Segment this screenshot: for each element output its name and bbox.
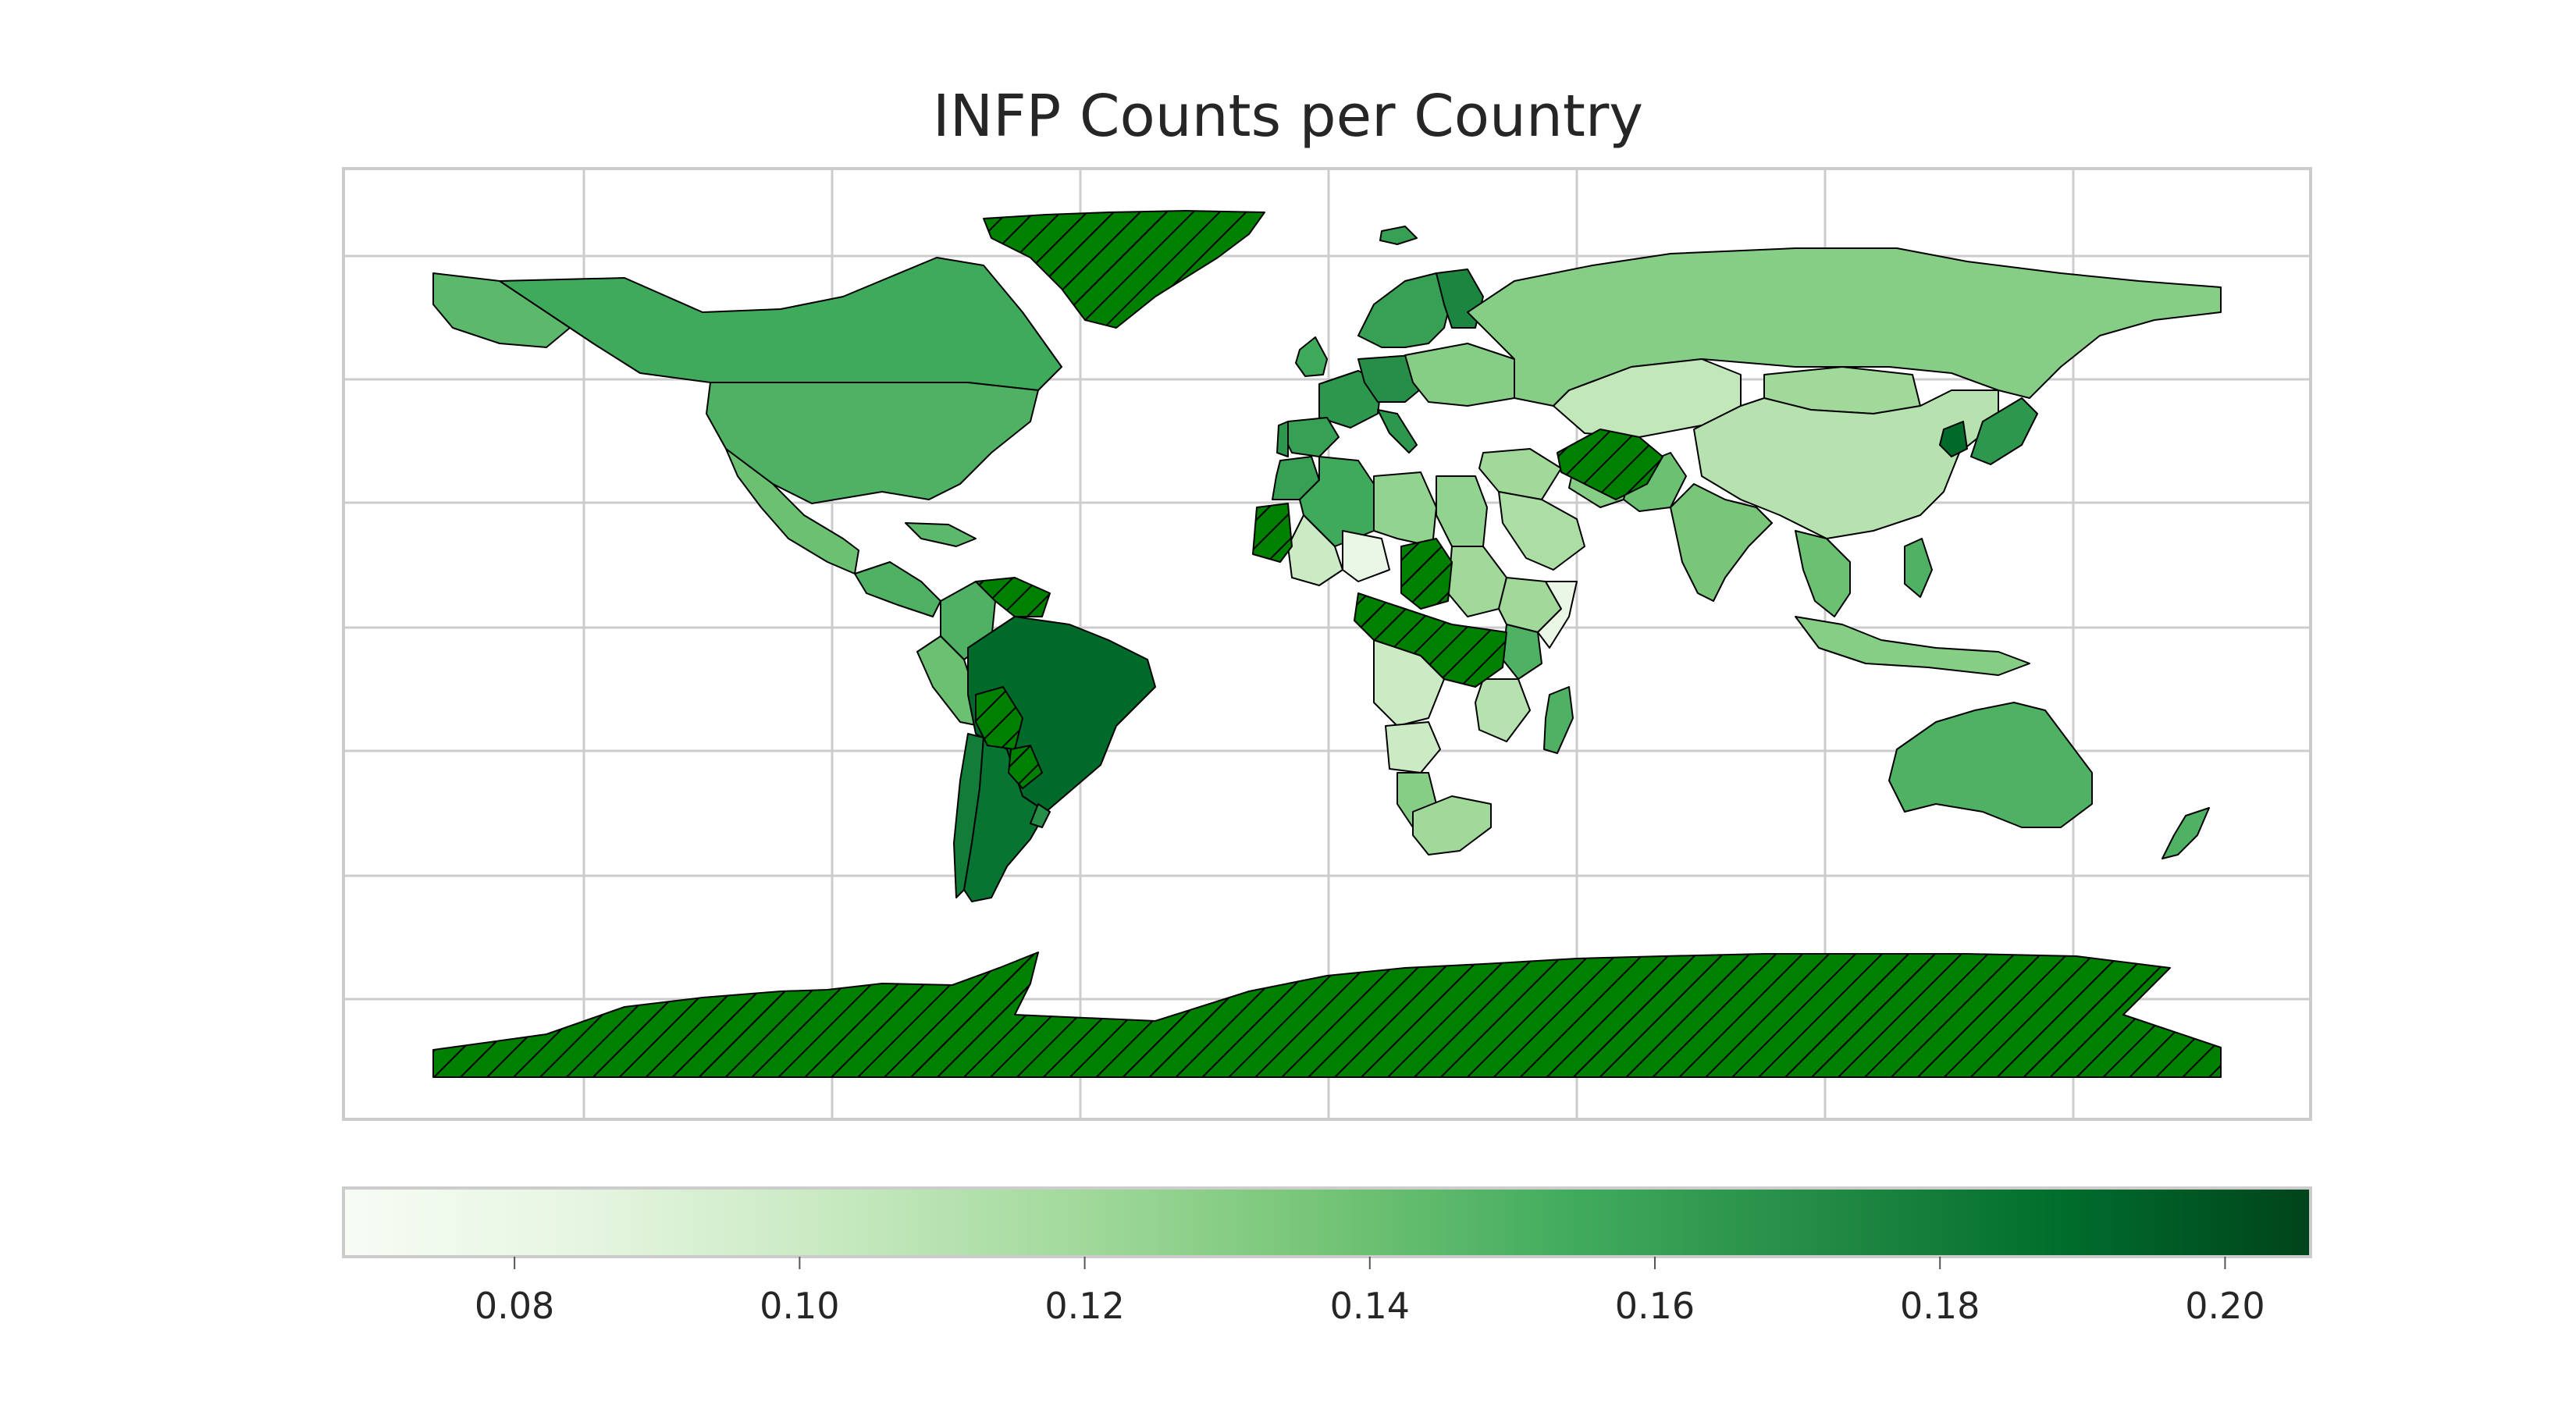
colorbar-tick-label: 0.14: [1329, 1285, 1410, 1327]
colorbar-tick-label: 0.16: [1614, 1285, 1695, 1327]
region-new-zealand: [2161, 807, 2210, 859]
region-saudi-arabia: [1498, 491, 1585, 571]
country-regions: [432, 210, 2222, 1078]
chart-title: INFP Counts per Country: [932, 83, 1644, 150]
region-afghanistan: [1557, 429, 1663, 500]
region-iceland: [1379, 226, 1418, 245]
colorbar-tick-label: 0.18: [1899, 1285, 1980, 1327]
region-eastern-europe: [1404, 343, 1515, 407]
region-central-america: [854, 561, 941, 617]
colorbar-tick-label: 0.08: [474, 1285, 555, 1327]
region-angola: [1385, 721, 1441, 774]
region-venezuela: [975, 577, 1051, 617]
colorbar-tick-label: 0.12: [1044, 1285, 1125, 1327]
region-argentina: [963, 737, 1047, 902]
region-uruguay: [1030, 803, 1051, 828]
region-indonesia: [1795, 616, 2030, 676]
region-central-africa: [1354, 592, 1507, 688]
region-mauritania: [1252, 503, 1293, 563]
region-chad: [1400, 538, 1453, 610]
region-india: [1670, 483, 1773, 602]
region-paraguay: [1008, 745, 1043, 789]
region-canada: [499, 257, 1062, 391]
region-niger: [1342, 530, 1390, 582]
region-caribbean: [905, 522, 977, 547]
region-italy: [1377, 409, 1418, 454]
region-greenland: [983, 210, 1265, 329]
region-tanzania: [1475, 678, 1531, 742]
colorbar-tick-label: 0.10: [760, 1285, 840, 1327]
region-korea: [1939, 421, 1968, 457]
region-madagascar: [1543, 686, 1574, 754]
colorbar: [342, 1186, 2312, 1269]
region-portugal: [1276, 421, 1289, 457]
region-south-africa: [1412, 795, 1492, 855]
region-japan: [1970, 397, 2038, 465]
colorbar-tick-label: 0.20: [2185, 1285, 2265, 1327]
region-antarctica: [432, 951, 2222, 1078]
region-united-kingdom: [1295, 336, 1328, 377]
region-alaska: [432, 272, 571, 348]
region-somalia: [1537, 581, 1578, 649]
region-philippines: [1904, 538, 1933, 598]
region-southeast-asia: [1795, 530, 1851, 617]
colorbar-gradient: [342, 1186, 2312, 1258]
colorbar-ticks: [514, 1257, 2226, 1269]
region-australia: [1888, 702, 2093, 828]
